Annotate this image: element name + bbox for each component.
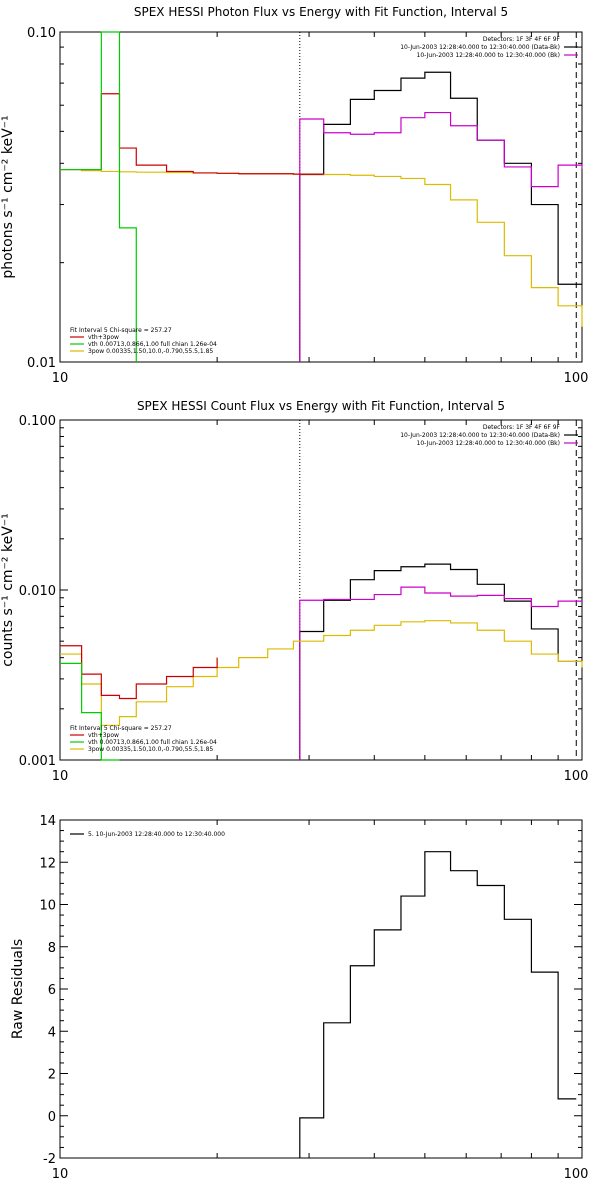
plot-frame bbox=[59, 419, 583, 761]
x-tick-label: 100 bbox=[564, 769, 589, 784]
header-text: Detectors: 1F 3F 4F 6F 9F bbox=[483, 36, 561, 43]
header-text: 10-Jun-2003 12:28:40.000 to 12:30:40.000… bbox=[417, 52, 560, 59]
header-text: Detectors: 1F 3F 4F 6F 9F bbox=[483, 424, 561, 431]
x-tick-label: 10 bbox=[52, 371, 69, 386]
header-text: 10-Jun-2003 12:28:40.000 to 12:30:40.000… bbox=[400, 44, 560, 51]
y-tick-label: 14 bbox=[39, 814, 56, 829]
y-tick-label: 0.100 bbox=[19, 414, 56, 429]
y-tick-label: 10 bbox=[39, 899, 56, 914]
y-tick-label: 0.010 bbox=[19, 584, 56, 599]
legend-text: 5. 10-Jun-2003 12:28:40.000 to 12:30:40.… bbox=[88, 831, 225, 838]
y-tick-label: 4 bbox=[48, 1025, 56, 1040]
legend-text: vth 0.00713,0.866,1.00 full chian 1.26e-… bbox=[88, 341, 217, 348]
series-line bbox=[60, 93, 325, 175]
chart-panel-3: Raw Residuals -2 0 2 4 6 8 10 12 14 10 100 5. 10-Jun… bbox=[10, 814, 588, 1182]
chart-panel-1: SPEX HESSI Photon Flux vs Energy with Fi… bbox=[0, 5, 588, 386]
y-tick-label: 12 bbox=[39, 856, 56, 871]
legend-text: vth+3pow bbox=[88, 732, 119, 739]
plot-frame bbox=[59, 31, 583, 363]
series-line bbox=[299, 851, 577, 1158]
y-tick-label: 6 bbox=[48, 983, 56, 998]
series-line bbox=[60, 31, 137, 362]
chart-title: SPEX HESSI Count Flux vs Energy with Fit… bbox=[137, 399, 505, 413]
series-line bbox=[60, 620, 583, 726]
series-line bbox=[60, 168, 583, 327]
y-tick-label: 0.10 bbox=[27, 26, 56, 41]
series-line bbox=[299, 71, 582, 362]
series-line bbox=[60, 645, 218, 700]
legend-text: 3pow 0.00335,1.50,10.0,-0.790,55.5,1.85 bbox=[88, 348, 213, 355]
header-text: 10-Jun-2003 12:28:40.000 to 12:30:40.000… bbox=[417, 440, 560, 447]
chart-panel-2: SPEX HESSI Count Flux vs Energy with Fit… bbox=[0, 399, 588, 784]
legend-text: 3pow 0.00335,1.50,10.0,-0.790,55.5,1.85 bbox=[88, 746, 213, 753]
legend-text: Fit Interval 5 Chi-square = 257.27 bbox=[70, 327, 172, 334]
series-line bbox=[60, 662, 120, 761]
y-tick-label: 0.01 bbox=[27, 356, 56, 371]
x-tick-label: 10 bbox=[52, 1167, 69, 1182]
chart-title: SPEX HESSI Photon Flux vs Energy with Fi… bbox=[134, 5, 508, 19]
y-tick-label: 0 bbox=[48, 1110, 56, 1125]
y-tick-label: 2 bbox=[48, 1068, 56, 1083]
x-tick-label: 100 bbox=[564, 1167, 589, 1182]
series-line bbox=[299, 586, 582, 760]
header-text: 10-Jun-2003 12:28:40.000 to 12:30:40.000… bbox=[400, 432, 560, 439]
x-tick-label: 100 bbox=[564, 371, 589, 386]
y-axis-label: Raw Residuals bbox=[10, 939, 26, 1039]
x-tick-label: 10 bbox=[52, 769, 69, 784]
series-line bbox=[299, 111, 583, 362]
plot-frame bbox=[59, 819, 583, 1159]
y-tick-label: 8 bbox=[48, 941, 56, 956]
y-tick-label: -2 bbox=[43, 1152, 56, 1167]
y-axis-label: counts s⁻¹ cm⁻² keV⁻¹ bbox=[0, 513, 16, 667]
legend-text: vth 0.00713,0.866,1.00 full chian 1.26e-… bbox=[88, 739, 217, 746]
series-line bbox=[299, 563, 582, 760]
y-axis-label: photons s⁻¹ cm⁻² keV⁻¹ bbox=[0, 115, 16, 278]
legend-text: vth+3pow bbox=[88, 334, 119, 341]
y-tick-label: 0.001 bbox=[19, 754, 56, 769]
legend-text: Fit Interval 5 Chi-square = 257.27 bbox=[70, 725, 172, 732]
